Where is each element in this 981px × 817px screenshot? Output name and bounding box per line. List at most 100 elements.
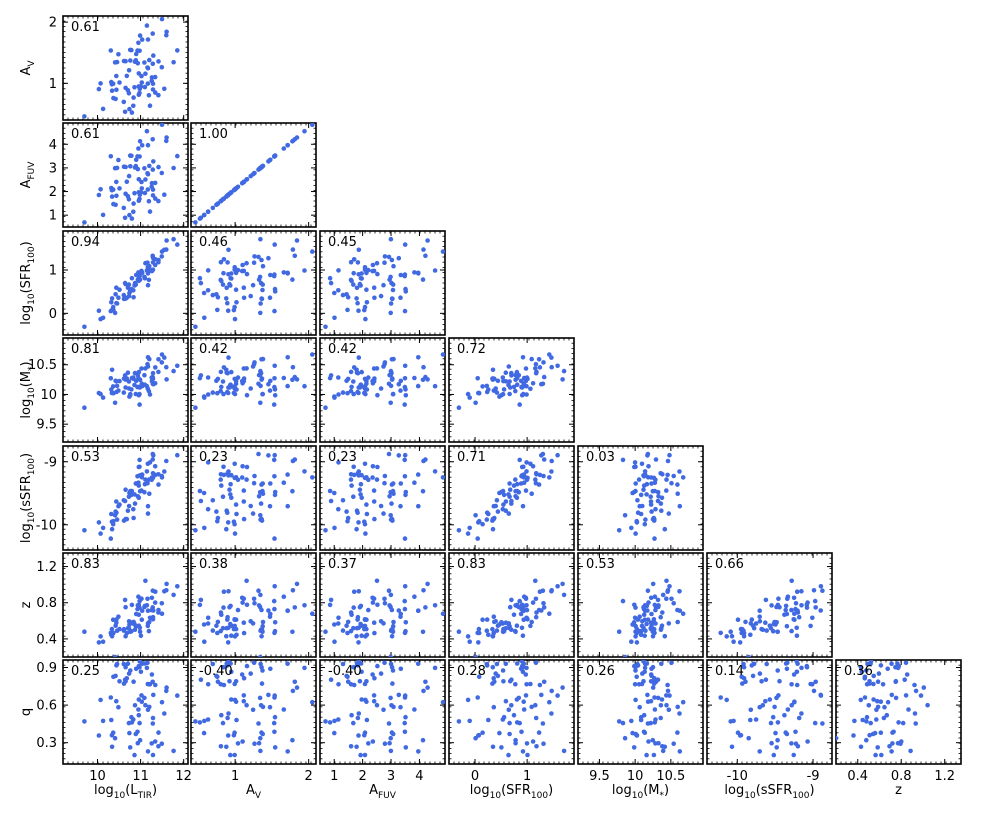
data-point xyxy=(371,285,377,291)
data-point xyxy=(152,74,158,80)
data-point xyxy=(109,519,115,524)
data-point xyxy=(356,308,361,314)
data-point xyxy=(432,268,438,273)
data-point xyxy=(202,525,207,531)
data-point xyxy=(225,715,230,721)
data-point xyxy=(240,600,245,605)
data-point xyxy=(789,682,794,687)
data-point xyxy=(494,498,500,503)
data-point xyxy=(473,654,478,657)
data-point xyxy=(260,481,266,486)
data-point xyxy=(218,388,223,394)
data-point xyxy=(792,611,797,616)
data-point xyxy=(387,494,392,499)
data-point xyxy=(144,665,150,671)
data-point xyxy=(651,433,656,438)
data-point xyxy=(354,744,359,750)
data-point xyxy=(146,277,152,283)
data-point xyxy=(109,744,115,750)
data-point xyxy=(139,179,144,185)
data-point xyxy=(658,614,663,620)
data-point xyxy=(285,608,290,613)
data-point xyxy=(371,366,377,371)
data-point xyxy=(110,617,116,622)
data-point xyxy=(664,477,669,482)
data-point xyxy=(475,376,481,381)
data-point xyxy=(232,752,237,758)
data-point xyxy=(794,682,800,688)
data-point xyxy=(272,384,277,390)
data-point xyxy=(641,660,646,664)
data-point xyxy=(465,531,471,536)
data-point xyxy=(147,103,153,108)
data-point xyxy=(680,611,686,616)
data-point xyxy=(398,704,403,710)
data-point xyxy=(267,704,273,710)
data-point xyxy=(232,265,237,270)
data-point xyxy=(332,622,337,627)
scatter-points xyxy=(193,451,315,541)
data-point xyxy=(109,307,115,313)
data-point xyxy=(363,697,368,703)
data-point xyxy=(507,678,513,684)
data-point xyxy=(152,600,158,605)
data-point xyxy=(370,262,376,268)
data-point xyxy=(281,707,287,712)
data-point xyxy=(547,611,552,616)
scatter-points xyxy=(82,578,180,657)
data-point xyxy=(484,517,490,522)
data-point xyxy=(389,501,394,506)
data-point xyxy=(364,632,370,638)
data-point xyxy=(156,744,161,749)
data-point xyxy=(490,634,496,639)
data-point xyxy=(232,681,237,687)
data-point xyxy=(677,749,683,754)
data-point xyxy=(370,739,376,744)
scatter-points xyxy=(193,236,315,330)
y-tick-label: 10 xyxy=(40,388,57,403)
data-point xyxy=(210,628,216,633)
data-point xyxy=(327,275,333,281)
data-point xyxy=(794,660,799,664)
data-point xyxy=(221,472,227,478)
data-point xyxy=(351,589,357,594)
data-point xyxy=(205,460,211,465)
data-point xyxy=(660,592,666,598)
data-point xyxy=(345,307,350,313)
data-point xyxy=(108,376,114,381)
data-point xyxy=(266,255,271,261)
data-point xyxy=(152,464,158,469)
data-point xyxy=(655,489,661,495)
data-point xyxy=(205,288,211,293)
data-point xyxy=(229,276,234,281)
data-point xyxy=(560,377,565,382)
data-point xyxy=(340,661,346,667)
data-point xyxy=(501,492,507,498)
data-point xyxy=(345,679,351,684)
data-point xyxy=(420,737,426,743)
correlation-label: 0.71 xyxy=(457,450,486,465)
scatter-points xyxy=(323,352,445,411)
data-point xyxy=(517,720,522,726)
data-point xyxy=(197,216,203,221)
data-point xyxy=(642,665,648,671)
data-point xyxy=(145,681,151,687)
data-point xyxy=(145,37,151,42)
data-point xyxy=(737,640,743,645)
data-point xyxy=(131,295,136,300)
data-point xyxy=(638,511,644,517)
data-point xyxy=(136,375,141,381)
data-point xyxy=(671,741,676,746)
data-point xyxy=(495,673,501,679)
data-point xyxy=(164,29,169,35)
data-point xyxy=(235,607,241,613)
data-point xyxy=(129,714,134,720)
data-point xyxy=(292,457,298,462)
data-point xyxy=(285,355,291,360)
data-point xyxy=(420,629,426,635)
correlation-label: 0.72 xyxy=(457,342,486,357)
data-point xyxy=(82,324,87,330)
data-point xyxy=(121,498,127,503)
correlation-label: 0.23 xyxy=(199,450,228,465)
data-point xyxy=(150,31,155,36)
